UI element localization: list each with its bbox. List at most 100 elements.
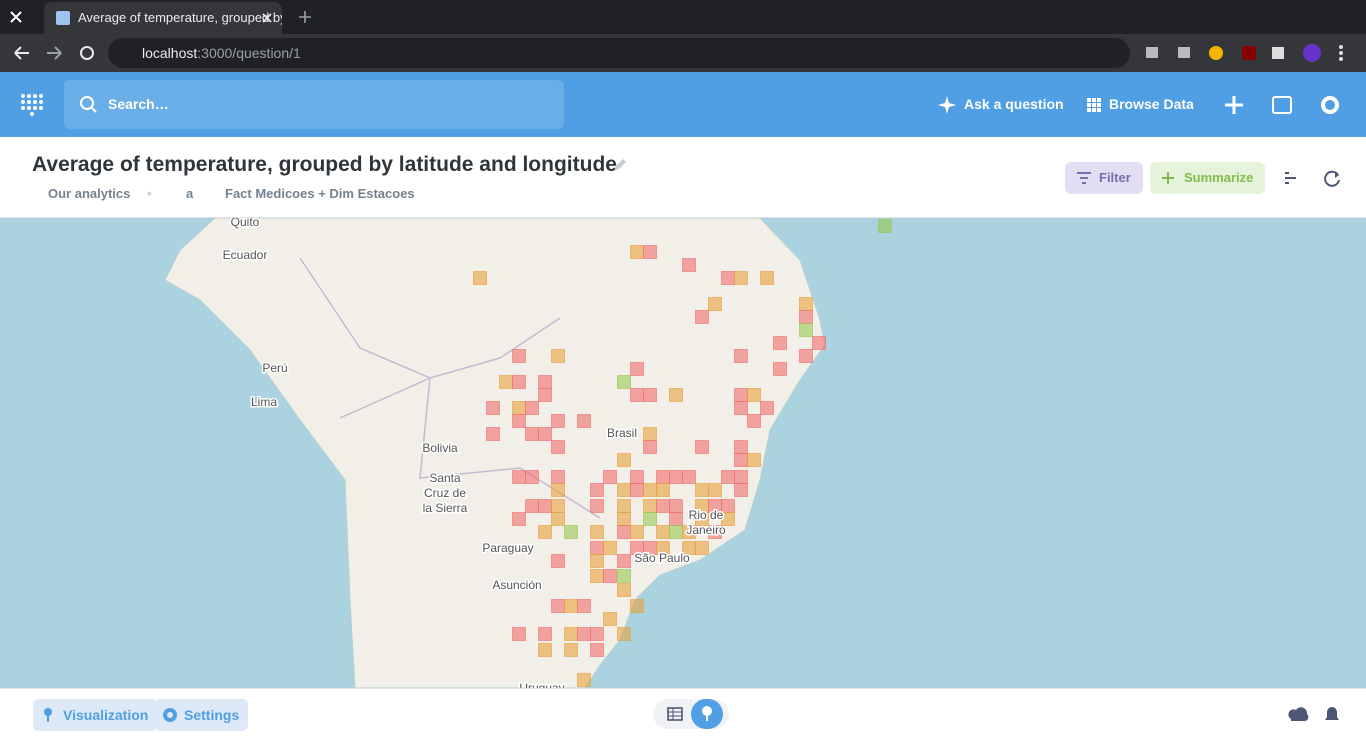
grid-cell	[617, 499, 631, 513]
grid-cell	[538, 525, 552, 539]
breadcrumb[interactable]: Fact Medicoes + Dim Estacoes	[225, 186, 415, 201]
search-box[interactable]: Search…	[64, 80, 564, 129]
logo[interactable]	[20, 93, 46, 117]
summarize-icon	[1162, 172, 1174, 184]
grid-cell	[682, 258, 696, 272]
tab[interactable]: Average of temperature, grouped by latit…	[44, 2, 282, 34]
grid-cell	[473, 271, 487, 285]
grid-cell	[630, 245, 644, 259]
grid-cell	[708, 525, 722, 539]
grid-cell	[538, 427, 552, 441]
grid-cell	[747, 453, 761, 467]
grid-cell	[617, 627, 631, 641]
header-icons[interactable]	[1283, 170, 1343, 188]
address-bar[interactable]: localhost:3000/question/1	[108, 38, 1130, 68]
grid-cell	[499, 375, 513, 389]
filter-button[interactable]: Filter	[1065, 162, 1143, 194]
grid-cell	[617, 569, 631, 583]
grid-cell	[590, 627, 604, 641]
close-icon[interactable]	[10, 11, 22, 23]
filter-icon	[1077, 172, 1091, 184]
grid-cell	[551, 483, 565, 497]
grid-cell	[734, 470, 748, 484]
grid-cell	[590, 643, 604, 657]
grid-cell	[760, 271, 774, 285]
browse-data[interactable]: Browse Data	[1109, 96, 1194, 112]
grid-cell	[695, 483, 709, 497]
grid-cell	[630, 483, 644, 497]
grid-cell	[721, 271, 735, 285]
grid-cell	[695, 310, 709, 324]
grid-cell	[643, 499, 657, 513]
grid-cell	[734, 388, 748, 402]
grid-cell	[617, 554, 631, 568]
settings-button[interactable]: Settings	[154, 699, 249, 731]
grid-cell	[577, 627, 591, 641]
pin-icon	[44, 708, 52, 722]
grid-cell	[734, 453, 748, 467]
gear-icon	[163, 708, 177, 722]
view-toggle[interactable]	[653, 699, 729, 729]
nav-icons[interactable]	[1224, 95, 1344, 115]
grid-cell	[656, 483, 670, 497]
grid-cell	[551, 349, 565, 363]
tab-close[interactable]	[262, 13, 272, 23]
question-title[interactable]: Average of temperature, grouped by latit…	[32, 153, 617, 176]
grid-cell	[538, 627, 552, 641]
grid-cell	[643, 440, 657, 454]
grid-cell	[669, 388, 683, 402]
extensions[interactable]	[1142, 42, 1352, 64]
ask-icon	[938, 96, 956, 114]
map-label: Lima	[251, 395, 277, 409]
ask-question[interactable]: Ask a question	[964, 96, 1064, 112]
grid-cell	[630, 388, 644, 402]
grid-cell	[734, 349, 748, 363]
grid-cell	[512, 375, 526, 389]
filter-label: Filter	[1099, 170, 1131, 185]
grid-cell	[551, 470, 565, 484]
grid-cell	[630, 525, 644, 539]
grid-cell	[617, 453, 631, 467]
grid-cell	[486, 401, 500, 415]
breadcrumb[interactable]: Our analytics	[48, 186, 131, 201]
summarize-button[interactable]: Summarize	[1150, 162, 1266, 194]
map-label: Quito	[231, 218, 260, 229]
grid-cell	[812, 336, 826, 350]
grid-cell	[799, 297, 813, 311]
question-header: Average of temperature, grouped by latit…	[0, 137, 1366, 218]
grid-cell	[799, 349, 813, 363]
map-label: Janeiro	[686, 523, 726, 537]
grid-cell	[617, 375, 631, 389]
grid-cell	[708, 297, 722, 311]
nav-buttons[interactable]	[12, 43, 102, 63]
grid-cell	[603, 569, 617, 583]
grid-cell	[630, 362, 644, 376]
breadcrumb[interactable]: a	[186, 186, 194, 201]
footer-icons[interactable]	[1288, 705, 1344, 725]
grid-cell	[630, 470, 644, 484]
map-label: Cruz de	[424, 486, 466, 500]
grid-cell	[551, 499, 565, 513]
grid-cell	[538, 388, 552, 402]
map-label: Perú	[262, 361, 287, 375]
grid-cell	[773, 362, 787, 376]
new-tab[interactable]	[298, 10, 312, 24]
grid-cell	[721, 512, 735, 526]
grid-cell	[525, 427, 539, 441]
grid-cell	[538, 375, 552, 389]
grid-cell	[734, 271, 748, 285]
search-icon	[80, 96, 97, 113]
map-label: Uruguay	[519, 681, 564, 688]
edit-icon[interactable]	[612, 157, 628, 173]
grid-cell	[512, 349, 526, 363]
grid-cell	[512, 414, 526, 428]
grid-cell	[656, 470, 670, 484]
grid-cell	[747, 414, 761, 428]
visualization-button[interactable]: Visualization	[33, 699, 158, 731]
grid-cell	[617, 583, 631, 597]
grid-cell	[617, 512, 631, 526]
grid-cell	[630, 599, 644, 613]
map-label: São Paulo	[634, 551, 690, 565]
search-placeholder: Search…	[108, 96, 169, 112]
